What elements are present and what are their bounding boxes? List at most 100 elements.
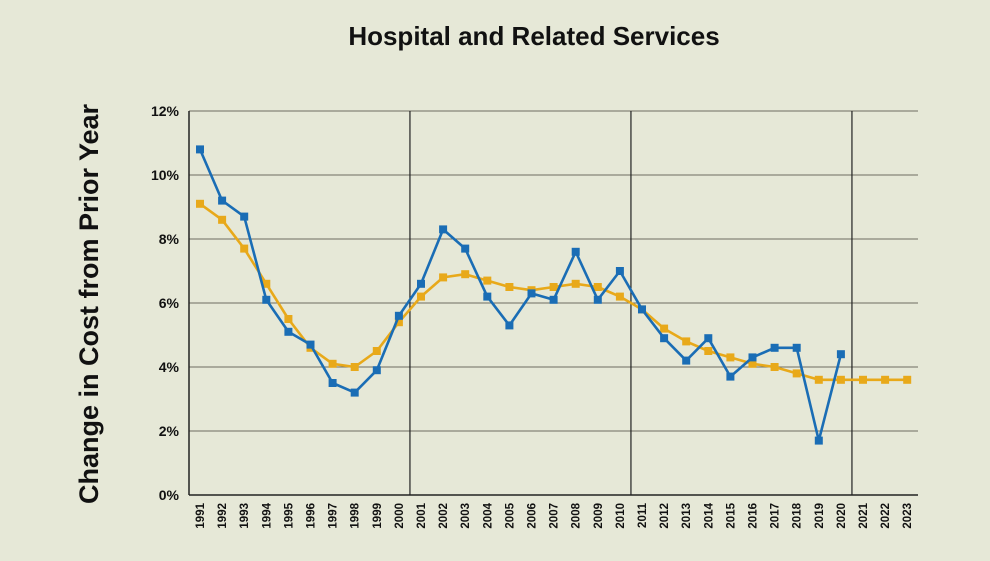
data-point <box>417 292 425 301</box>
data-point <box>350 363 359 371</box>
x-tick-label: 2005 <box>504 502 516 528</box>
x-tick-label: 2019 <box>814 503 826 529</box>
x-tick-label: 2004 <box>482 502 494 528</box>
data-point <box>262 295 271 304</box>
y-tick-label: 8% <box>159 231 180 247</box>
x-tick-label: 2012 <box>659 503 671 529</box>
data-point <box>682 356 691 365</box>
data-point <box>704 334 713 343</box>
x-tick-label: 1991 <box>195 502 207 528</box>
y-tick-label: 10% <box>151 167 180 183</box>
data-point <box>240 212 249 221</box>
x-tick-label: 2010 <box>615 503 627 529</box>
y-tick-label: 2% <box>159 423 180 439</box>
series-1 <box>196 199 912 384</box>
y-tick-labels: 0% 2% 4% 6% 8% 10% 12% <box>151 103 180 503</box>
axes <box>188 111 918 496</box>
x-tick-label: 2003 <box>460 503 472 529</box>
data-point <box>770 343 779 352</box>
data-point <box>571 247 580 256</box>
x-tick-label: 2009 <box>593 503 605 529</box>
x-tick-label: 2006 <box>527 503 539 529</box>
data-point <box>726 372 735 381</box>
data-point <box>704 347 713 355</box>
data-point <box>505 283 514 291</box>
x-tick-label: 2015 <box>725 502 737 528</box>
data-point <box>615 267 624 275</box>
data-point <box>262 279 271 288</box>
data-point <box>571 279 580 288</box>
data-point <box>748 359 757 368</box>
y-axis-label: Change in Cost from Prior Year <box>74 103 104 504</box>
data-point <box>615 292 624 301</box>
data-point <box>372 366 381 375</box>
data-point <box>218 196 227 205</box>
x-tick-label: 2008 <box>571 502 583 528</box>
x-tick-label: 1998 <box>350 502 362 528</box>
data-point <box>483 276 492 285</box>
data-point <box>748 353 757 362</box>
data-point <box>461 270 470 279</box>
x-tick-label: 2017 <box>770 503 782 529</box>
data-point <box>792 343 801 352</box>
x-tick-label: 2011 <box>637 502 649 528</box>
x-tick-label: 1996 <box>306 503 318 529</box>
data-point <box>593 283 602 291</box>
y-tick-label: 4% <box>159 359 180 375</box>
x-tick-label: 2022 <box>880 503 892 529</box>
data-point <box>505 321 514 330</box>
data-point <box>350 388 359 397</box>
x-tick-label: 1997 <box>328 503 340 529</box>
data-point <box>394 318 403 327</box>
data-point <box>328 379 337 387</box>
series-group <box>196 145 912 445</box>
x-tick-label: 2023 <box>902 503 914 529</box>
data-point <box>770 363 779 371</box>
data-point <box>814 375 823 384</box>
data-point <box>527 289 536 298</box>
data-point <box>328 359 337 368</box>
x-tick-label: 1995 <box>283 502 295 528</box>
x-tick-label: 2001 <box>416 502 428 528</box>
x-tick-label: 2016 <box>748 503 760 529</box>
x-tick-label: 2018 <box>792 502 804 528</box>
data-point <box>660 334 669 343</box>
data-point <box>836 350 845 359</box>
data-point <box>439 225 448 234</box>
data-point <box>638 305 646 314</box>
data-point <box>461 244 470 253</box>
y-tick-label: 6% <box>159 295 180 311</box>
data-point <box>417 279 425 288</box>
data-point <box>439 273 448 282</box>
data-point <box>726 353 735 362</box>
data-point <box>549 283 558 291</box>
x-tick-label: 2014 <box>703 502 715 528</box>
x-tick-label: 1993 <box>239 503 251 529</box>
data-point <box>240 244 249 253</box>
x-tick-labels: 1991 1992 1993 1994 1995 1996 1997 1998 1999 2000… <box>195 502 914 528</box>
data-point <box>660 324 669 333</box>
data-point <box>836 375 845 384</box>
data-point <box>284 315 293 323</box>
x-tick-label: 1992 <box>217 503 229 529</box>
grid <box>189 110 918 432</box>
x-tick-label: 1999 <box>372 503 384 529</box>
chart-title: Hospital and Related Services <box>348 21 719 51</box>
data-point <box>549 295 558 304</box>
data-point <box>218 215 227 224</box>
series-line <box>198 148 843 442</box>
data-point <box>196 145 204 154</box>
data-point <box>284 327 293 336</box>
data-point <box>306 340 315 349</box>
x-tick-label: 2020 <box>836 503 848 529</box>
series-2 <box>196 145 845 445</box>
data-point <box>881 375 890 384</box>
data-point <box>814 436 823 445</box>
x-tick-label: 2002 <box>438 503 450 529</box>
x-tick-label: 1994 <box>261 502 273 528</box>
data-point <box>903 375 912 384</box>
data-point <box>859 375 867 384</box>
series-line <box>199 202 908 382</box>
data-point <box>372 347 381 355</box>
